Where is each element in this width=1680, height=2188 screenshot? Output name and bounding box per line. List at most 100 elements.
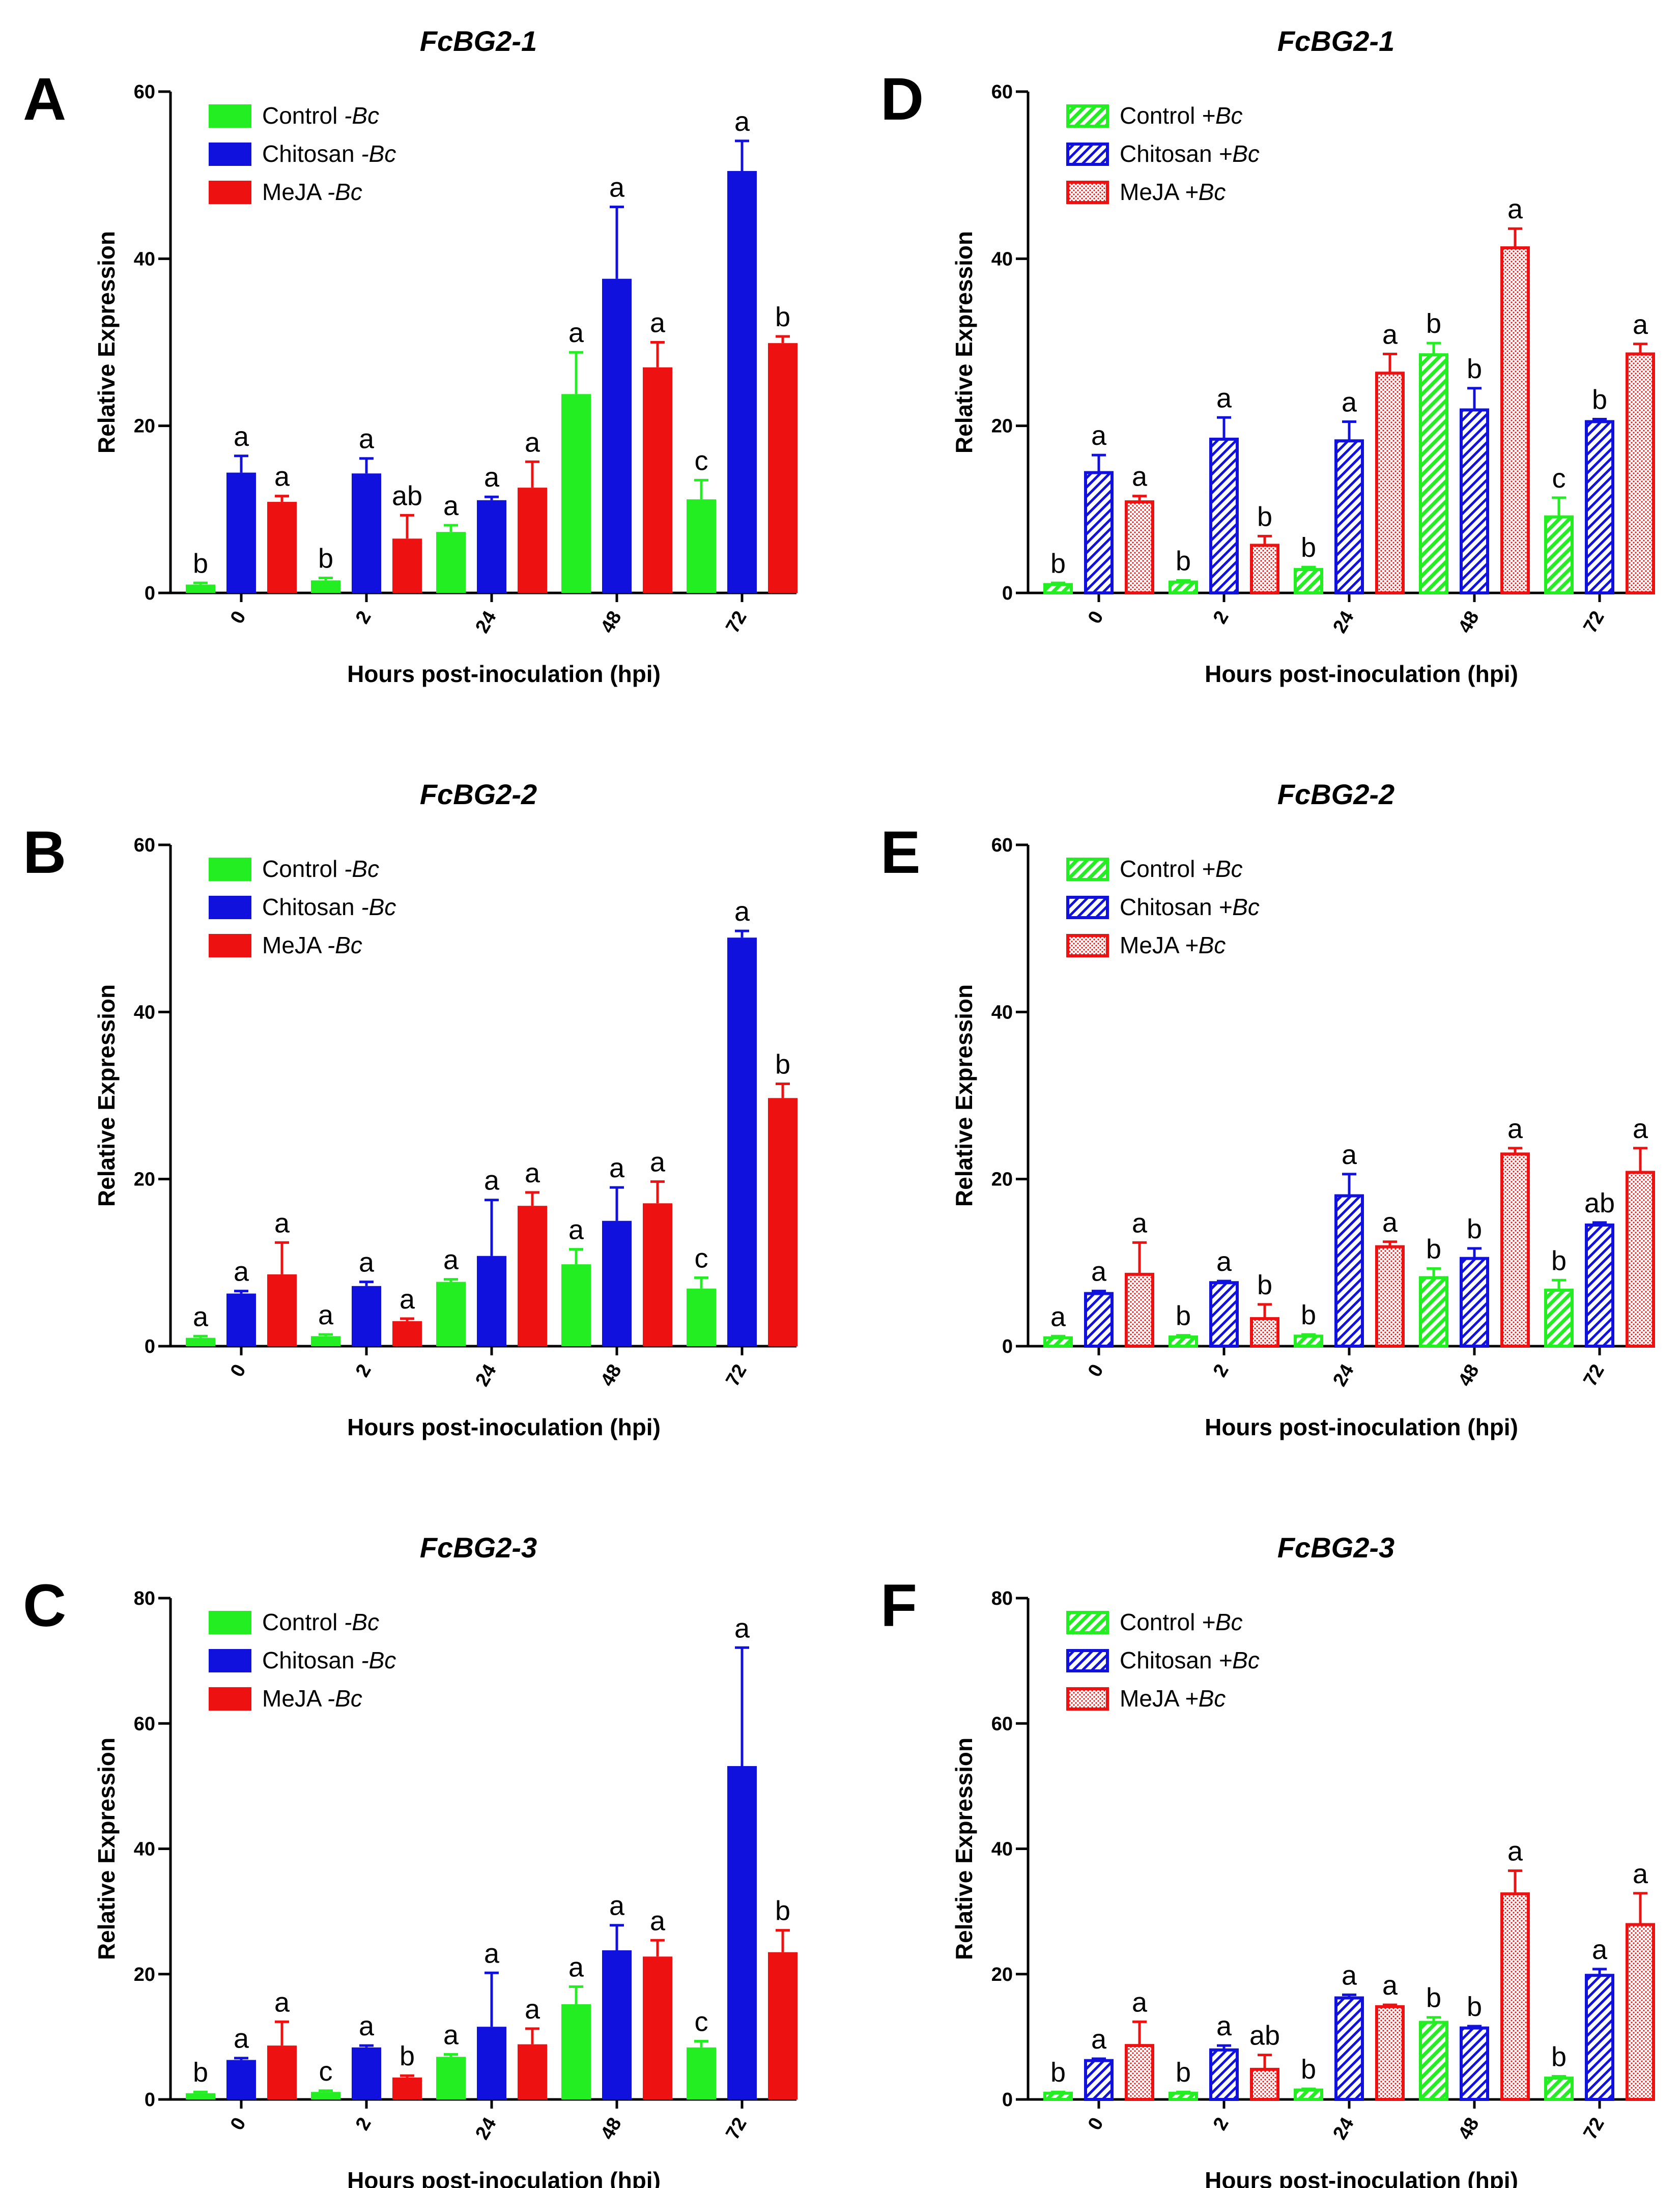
bar-e-control-2 <box>1169 1335 1198 1348</box>
bar-c-control-24 <box>436 2057 466 2099</box>
sig-letter-f-chitosan-48: b <box>1467 1992 1482 2022</box>
x-tick-label-d-72: 72 <box>1579 608 1609 637</box>
bar-e-control-0 <box>1043 1336 1073 1348</box>
x-tick-label-f-72: 72 <box>1579 2114 1609 2144</box>
legend-swatch-d-control <box>1066 104 1109 128</box>
sig-letter-c-chitosan-48: a <box>609 1891 625 1921</box>
legend-swatch-e-control <box>1066 858 1109 881</box>
legend-swatch-a-control <box>209 104 251 128</box>
bar-f-chitosan-72 <box>1585 1974 1614 2101</box>
bar-d-chitosan-24 <box>1334 439 1364 594</box>
bar-e-meja-0 <box>1125 1272 1154 1348</box>
legend-swatch-f-chitosan <box>1066 1649 1109 1672</box>
sig-letter-a-control-24: a <box>443 491 459 521</box>
sig-letter-b-meja-24: a <box>525 1158 540 1188</box>
sig-letter-a-meja-2: ab <box>392 480 422 511</box>
sig-letter-c-meja-48: a <box>650 1906 666 1936</box>
sig-letter-f-meja-24: a <box>1382 1970 1398 2001</box>
legend-name-c-meja: MeJA <box>262 1685 327 1712</box>
x-tick-label-a-2: 2 <box>352 608 376 628</box>
bar-b-meja-0 <box>267 1274 297 1346</box>
sig-letter-a-meja-72: b <box>775 302 790 332</box>
sig-letter-c-meja-0: a <box>274 1987 290 2017</box>
y-tick-label-c-20: 20 <box>134 1964 155 1985</box>
bar-e-meja-24 <box>1375 1245 1405 1348</box>
legend-label-d-control: Control +Bc <box>1120 102 1243 129</box>
bar-b-control-72 <box>687 1288 716 1346</box>
y-tick-label-f-0: 0 <box>1002 2089 1013 2111</box>
bar-a-chitosan-72 <box>727 171 757 593</box>
y-tick-label-a-40: 40 <box>134 248 155 270</box>
y-tick-label-f-40: 40 <box>991 1839 1013 1860</box>
legend-swatch-b-meja <box>209 934 251 957</box>
sig-letter-d-chitosan-72: b <box>1592 385 1607 415</box>
sig-letter-d-control-48: b <box>1426 308 1441 339</box>
y-axis-label-a: Relative Expression <box>93 231 120 453</box>
bar-d-control-0 <box>1043 583 1073 595</box>
sig-letter-f-control-2: b <box>1176 2057 1191 2088</box>
bar-a-control-72 <box>687 499 716 593</box>
sig-letter-a-control-48: a <box>568 318 584 348</box>
y-tick-label-e-40: 40 <box>991 1002 1013 1023</box>
bar-c-chitosan-0 <box>226 2060 256 2099</box>
sig-letter-e-chitosan-2: a <box>1216 1246 1232 1277</box>
sig-letter-d-control-2: b <box>1176 546 1191 576</box>
sig-letter-d-control-24: b <box>1301 532 1316 563</box>
sig-letter-f-chitosan-24: a <box>1342 1960 1357 1991</box>
bar-d-control-48 <box>1419 353 1448 594</box>
sig-letter-d-meja-0: a <box>1132 462 1148 492</box>
chart-title-d: FcBG2-1 <box>1277 25 1394 57</box>
bar-a-control-0 <box>186 584 215 593</box>
sig-letter-b-control-72: c <box>695 1243 708 1273</box>
sig-letter-f-control-0: b <box>1050 2057 1066 2088</box>
bar-d-meja-48 <box>1500 246 1530 595</box>
y-tick-label-f-80: 80 <box>991 1588 1013 1609</box>
bar-a-meja-2 <box>392 538 422 593</box>
bar-a-meja-48 <box>643 367 672 593</box>
bar-d-chitosan-48 <box>1460 408 1489 594</box>
y-tick-label-e-60: 60 <box>991 835 1013 856</box>
panel-letter-e: E <box>880 819 921 886</box>
bar-f-chitosan-48 <box>1460 2026 1489 2101</box>
bar-e-control-48 <box>1419 1276 1448 1348</box>
sig-letter-a-chitosan-0: a <box>234 421 249 452</box>
sig-letter-d-meja-24: a <box>1382 319 1398 350</box>
legend-treatment-e-chitosan: +Bc <box>1218 894 1260 920</box>
bar-f-chitosan-0 <box>1084 2059 1114 2101</box>
sig-letter-e-control-24: b <box>1301 1300 1316 1330</box>
sig-letter-e-meja-24: a <box>1382 1207 1398 1238</box>
legend-name-a-meja: MeJA <box>262 179 327 205</box>
sig-letter-b-meja-0: a <box>274 1208 290 1238</box>
bar-f-control-48 <box>1419 2021 1448 2101</box>
bar-a-chitosan-24 <box>477 500 506 593</box>
panel-letter-f: F <box>880 1572 917 1639</box>
sig-letter-b-meja-48: a <box>650 1147 666 1178</box>
sig-letter-e-control-72: b <box>1551 1245 1567 1276</box>
bar-b-chitosan-48 <box>602 1220 632 1346</box>
sig-letter-a-chitosan-48: a <box>609 173 625 203</box>
bar-b-control-24 <box>436 1282 466 1346</box>
legend-name-c-control: Control <box>262 1609 344 1635</box>
bar-c-chitosan-72 <box>727 1766 757 2099</box>
x-axis-label-d: Hours post-inoculation (hpi) <box>1205 661 1518 687</box>
y-tick-label-c-0: 0 <box>145 2089 155 2111</box>
bar-a-meja-0 <box>267 502 297 593</box>
x-tick-label-f-2: 2 <box>1209 2114 1233 2134</box>
y-tick-label-d-20: 20 <box>991 416 1013 437</box>
legend-treatment-e-meja: +Bc <box>1185 932 1226 958</box>
sig-letter-c-control-48: a <box>568 1952 584 1982</box>
legend-treatment-f-control: +Bc <box>1202 1609 1243 1635</box>
sig-letter-e-chitosan-72: ab <box>1584 1188 1615 1218</box>
legend-treatment-d-control: +Bc <box>1202 102 1243 129</box>
sig-letter-e-meja-0: a <box>1132 1208 1148 1238</box>
sig-letter-e-chitosan-48: b <box>1467 1214 1482 1244</box>
x-tick-label-b-24: 24 <box>471 1361 501 1390</box>
sig-letter-e-meja-48: a <box>1507 1114 1523 1144</box>
panel-letter-c: C <box>23 1572 66 1639</box>
x-tick-label-b-48: 48 <box>596 1361 626 1390</box>
y-tick-label-b-60: 60 <box>134 835 155 856</box>
y-tick-label-e-0: 0 <box>1002 1336 1013 1357</box>
x-tick-label-a-48: 48 <box>596 608 626 637</box>
